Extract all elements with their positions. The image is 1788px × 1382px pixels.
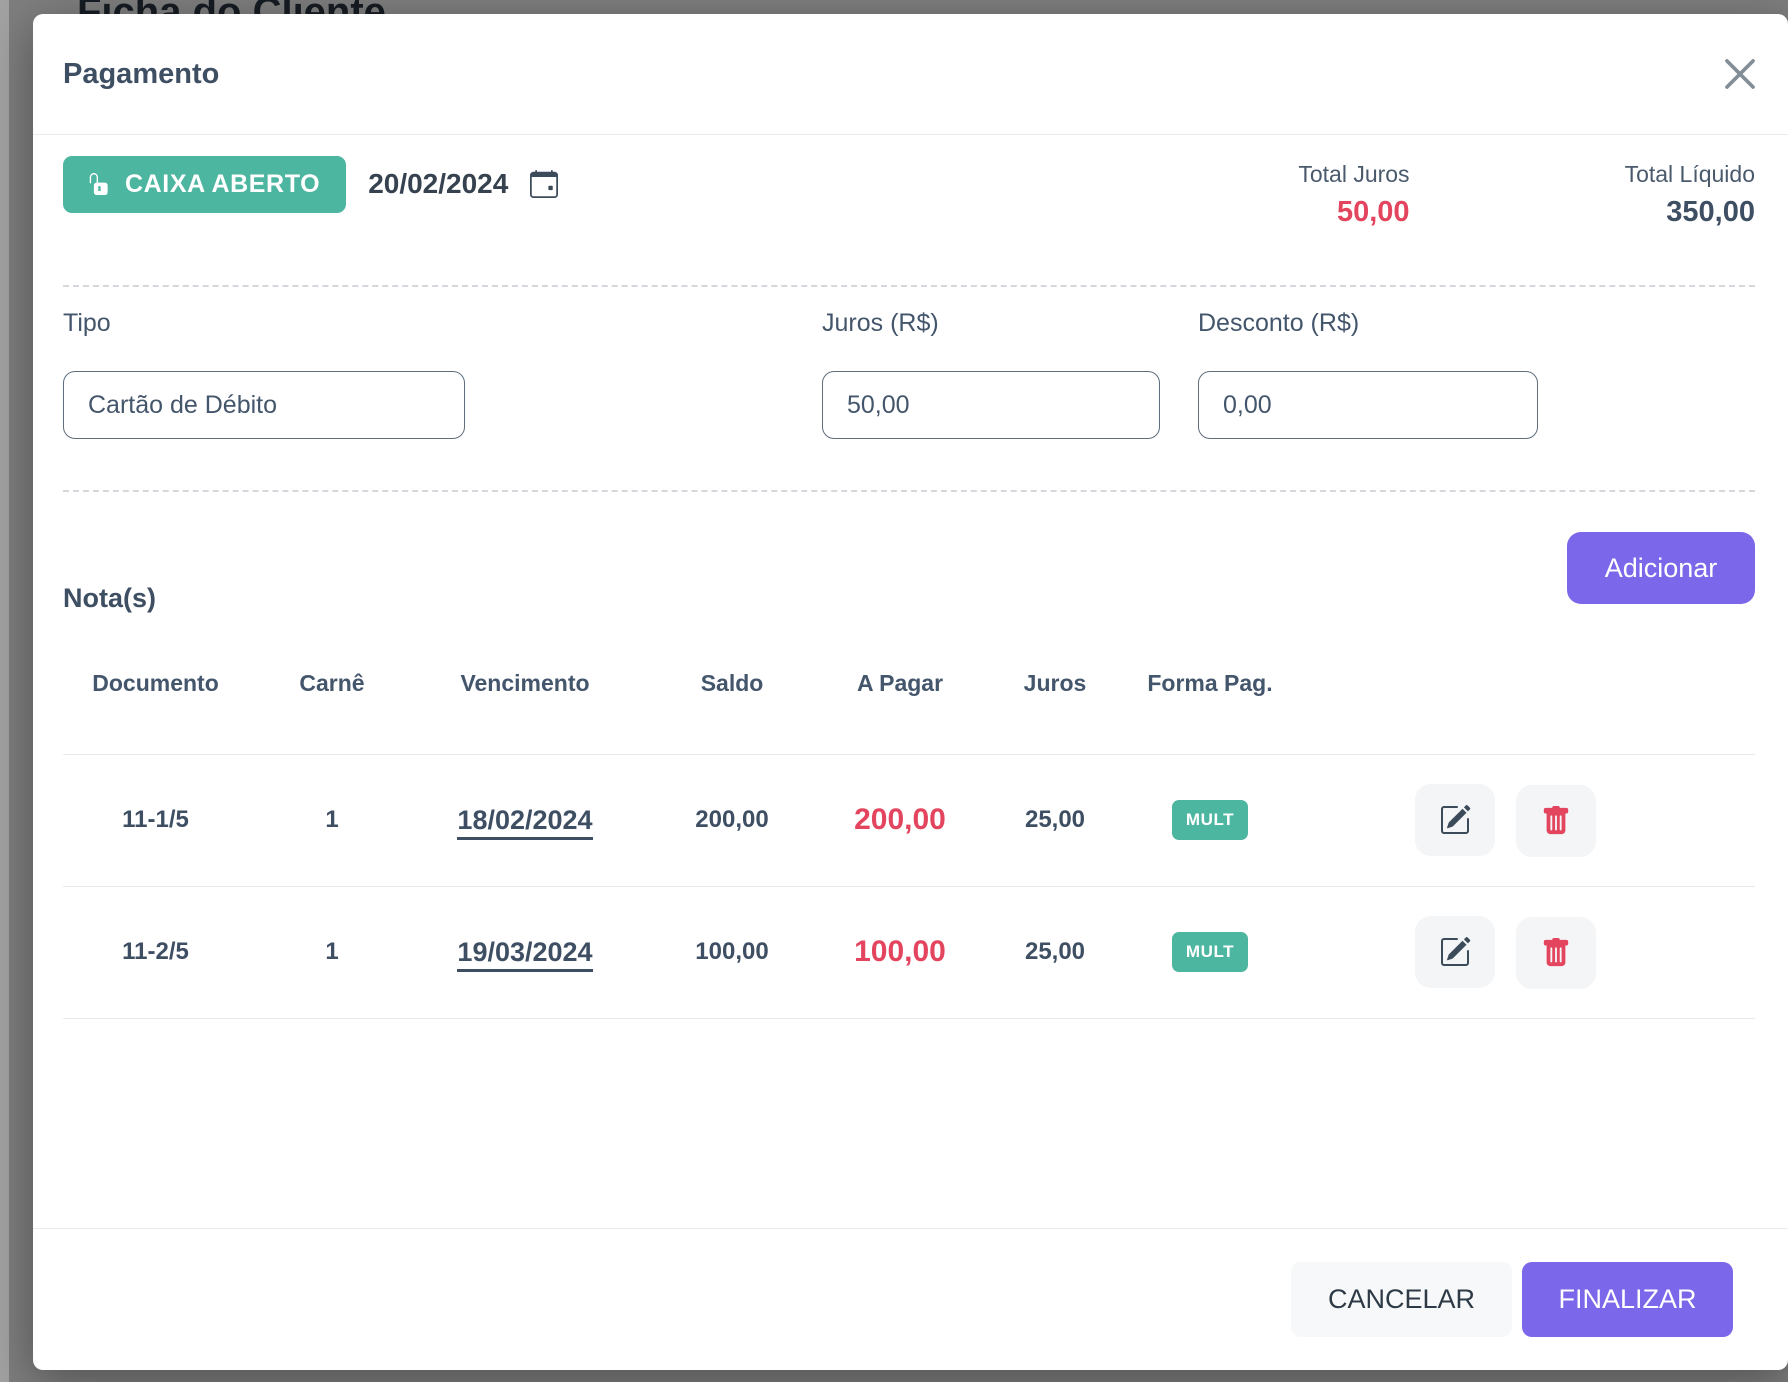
column-header: Documento xyxy=(63,614,248,755)
window-edge-strip xyxy=(0,0,9,1382)
column-header-actions xyxy=(1280,614,1755,755)
trash-icon xyxy=(1543,937,1569,966)
finalize-button[interactable]: FINALIZAR xyxy=(1522,1262,1733,1337)
cell-vencimento: 18/02/2024 xyxy=(416,754,634,887)
trash-icon xyxy=(1543,805,1569,834)
column-header: A Pagar xyxy=(830,614,970,755)
cell-a-pagar: 100,00 xyxy=(830,886,970,1019)
notes-table-header-row: Documento Carnê Vencimento Saldo A Pagar Juro… xyxy=(63,614,1755,755)
payment-modal: Pagamento CAIXA ABERTO 20/02/2024 xyxy=(33,14,1788,1370)
notes-table-body: 11-1/5 1 18/02/2024 200,00 200,00 25,00 … xyxy=(63,754,1755,1019)
column-header: Saldo xyxy=(634,614,830,755)
pencil-square-icon xyxy=(1441,936,1471,966)
juros-field: Juros (R$) xyxy=(822,309,1160,439)
dashed-divider-top xyxy=(63,285,1755,287)
modal-footer: CANCELAR FINALIZAR xyxy=(33,1228,1788,1370)
delete-note-button[interactable] xyxy=(1515,784,1596,857)
pencil-square-icon xyxy=(1441,804,1471,834)
juros-value: 25,00 xyxy=(1024,806,1086,833)
total-liquido-block: Total Líquido 350,00 xyxy=(1625,161,1755,229)
desconto-label: Desconto (R$) xyxy=(1198,309,1360,337)
cell-juros: 25,00 xyxy=(970,886,1140,1019)
juros-input[interactable] xyxy=(822,371,1160,439)
total-juros-value: 50,00 xyxy=(1336,196,1410,228)
carne-value: 1 xyxy=(325,806,339,833)
vencimento-link[interactable]: 18/02/2024 xyxy=(457,804,593,840)
tipo-input[interactable] xyxy=(63,371,465,439)
forma-pag-badge[interactable]: MULT xyxy=(1171,932,1249,972)
cell-carne: 1 xyxy=(248,886,416,1019)
add-note-button[interactable]: Adicionar xyxy=(1567,532,1755,604)
juros-label: Juros (R$) xyxy=(822,309,939,337)
summary-section: CAIXA ABERTO 20/02/2024 Total Juros 50,0… xyxy=(33,135,1788,285)
column-header: Carnê xyxy=(248,614,416,755)
saldo-value: 200,00 xyxy=(695,806,769,833)
carne-value: 1 xyxy=(325,938,339,965)
date-picker-button[interactable] xyxy=(530,170,559,198)
juros-value: 25,00 xyxy=(1024,938,1086,965)
cell-forma-pag: MULT xyxy=(1140,754,1280,887)
column-header: Vencimento xyxy=(416,614,634,755)
desconto-input[interactable] xyxy=(1198,371,1538,439)
modal-header: Pagamento xyxy=(33,14,1788,135)
column-header: Forma Pag. xyxy=(1140,614,1280,755)
status-group: CAIXA ABERTO 20/02/2024 xyxy=(63,155,559,213)
total-juros-block: Total Juros 50,00 xyxy=(1298,161,1409,229)
cell-forma-pag: MULT xyxy=(1140,886,1280,1019)
saldo-value: 100,00 xyxy=(695,938,769,965)
cell-juros: 25,00 xyxy=(970,754,1140,887)
cell-vencimento: 19/03/2024 xyxy=(416,886,634,1019)
cancel-button[interactable]: CANCELAR xyxy=(1291,1262,1512,1337)
documento-value: 11-2/5 xyxy=(122,938,189,965)
notes-heading: Nota(s) xyxy=(63,583,156,613)
column-header: Juros xyxy=(970,614,1140,755)
totals-group: Total Juros 50,00 Total Líquido 350,00 xyxy=(1298,155,1755,229)
dashed-divider-bottom xyxy=(63,490,1755,492)
desconto-field: Desconto (R$) xyxy=(1198,309,1538,439)
vencimento-link[interactable]: 19/03/2024 xyxy=(457,936,593,972)
cell-documento: 11-2/5 xyxy=(63,886,248,1019)
payment-date: 20/02/2024 xyxy=(368,168,509,199)
a-pagar-value: 200,00 xyxy=(854,803,946,836)
notes-bar: Adicionar Nota(s) xyxy=(33,492,1788,614)
calendar-icon xyxy=(530,170,559,198)
total-juros-label: Total Juros xyxy=(1298,161,1410,187)
modal-title: Pagamento xyxy=(63,57,220,90)
caixa-aberto-badge: CAIXA ABERTO xyxy=(63,155,347,213)
tipo-field: Tipo xyxy=(63,309,465,439)
cell-carne: 1 xyxy=(248,754,416,887)
cell-a-pagar: 200,00 xyxy=(830,754,970,887)
edit-note-button[interactable] xyxy=(1415,783,1496,856)
cell-saldo: 100,00 xyxy=(634,886,830,1019)
documento-value: 11-1/5 xyxy=(122,806,189,833)
delete-note-button[interactable] xyxy=(1515,916,1596,989)
cell-actions xyxy=(1280,754,1755,887)
cell-documento: 11-1/5 xyxy=(63,754,248,887)
table-row: 11-2/5 1 19/03/2024 100,00 100,00 25,00 … xyxy=(63,886,1755,1019)
notes-table: Documento Carnê Vencimento Saldo A Pagar Juro… xyxy=(63,614,1755,1019)
status-badge-label: CAIXA ABERTO xyxy=(125,169,321,198)
unlock-icon xyxy=(89,173,108,195)
payment-form: Tipo Juros (R$) Desconto (R$) xyxy=(33,287,1788,490)
close-button[interactable] xyxy=(1718,52,1762,96)
tipo-label: Tipo xyxy=(63,309,111,337)
total-liquido-value: 350,00 xyxy=(1666,196,1755,228)
forma-pag-badge[interactable]: MULT xyxy=(1171,800,1249,840)
table-row: 11-1/5 1 18/02/2024 200,00 200,00 25,00 … xyxy=(63,754,1755,887)
total-liquido-label: Total Líquido xyxy=(1624,161,1755,187)
cell-saldo: 200,00 xyxy=(634,754,830,887)
edit-note-button[interactable] xyxy=(1415,915,1496,988)
a-pagar-value: 100,00 xyxy=(854,935,946,968)
x-icon xyxy=(1725,59,1755,89)
cell-actions xyxy=(1280,886,1755,1019)
